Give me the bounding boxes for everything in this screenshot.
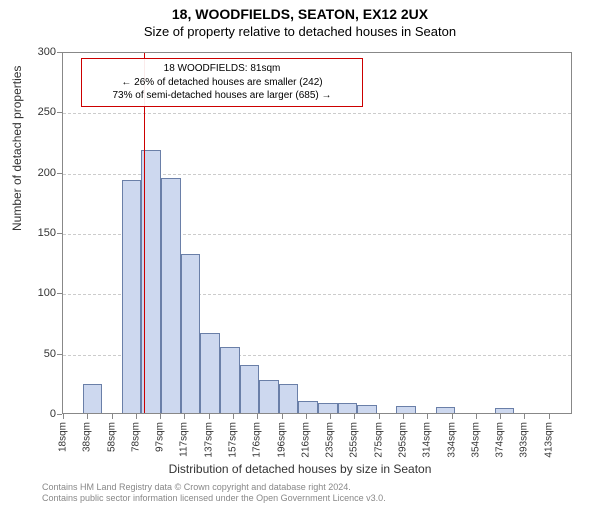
xtick-mark [257,414,258,419]
ytick-label: 300 [16,46,56,58]
ytick-label: 200 [16,167,56,179]
page-subtitle: Size of property relative to detached ho… [0,24,600,39]
ytick-label: 50 [16,348,56,360]
xtick-mark [524,414,525,419]
xtick-label: 196sqm [276,422,287,458]
y-axis-label: Number of detached properties [10,66,24,231]
histogram-bar [122,180,142,413]
bars-container [63,53,571,413]
ytick-label: 250 [16,106,56,118]
xtick-mark [136,414,137,419]
xtick-mark [233,414,234,419]
xtick-label: 117sqm [179,422,190,457]
xtick-label: 374sqm [495,422,506,458]
histogram-bar [396,406,416,413]
x-axis-label: Distribution of detached houses by size … [0,462,600,476]
xtick-label: 295sqm [398,422,409,458]
annotation-line2: ← 26% of detached houses are smaller (24… [88,76,356,90]
xtick-mark [427,414,428,419]
xtick-mark [87,414,88,419]
xtick-mark [476,414,477,419]
ytick-label: 0 [16,408,56,420]
page-title: 18, WOODFIELDS, SEATON, EX12 2UX [0,6,600,22]
ytick-mark [57,52,62,53]
chart-area: 18 WOODFIELDS: 81sqm ← 26% of detached h… [62,52,572,414]
histogram-bar [259,380,279,413]
xtick-label: 78sqm [130,422,141,452]
histogram-bar [279,384,299,413]
ytick-mark [57,173,62,174]
xtick-label: 38sqm [82,422,93,452]
plot-area: 18 WOODFIELDS: 81sqm ← 26% of detached h… [62,52,572,414]
xtick-mark [549,414,550,419]
histogram-bar [181,254,201,413]
xtick-label: 334sqm [446,422,457,458]
ytick-mark [57,293,62,294]
histogram-bar [298,401,318,413]
xtick-mark [379,414,380,419]
xtick-label: 216sqm [300,422,311,458]
xtick-mark [184,414,185,419]
xtick-label: 255sqm [349,422,360,458]
xtick-label: 58sqm [106,422,117,452]
xtick-mark [403,414,404,419]
annotation-line3: 73% of semi-detached houses are larger (… [88,89,356,103]
xtick-label: 176sqm [252,422,263,458]
xtick-label: 393sqm [519,422,530,458]
xtick-label: 97sqm [155,422,166,452]
histogram-bar [240,365,260,413]
xtick-label: 314sqm [422,422,433,458]
ytick-mark [57,414,62,415]
ytick-label: 100 [16,287,56,299]
attribution-line2: Contains public sector information licen… [42,493,386,504]
ytick-mark [57,112,62,113]
histogram-bar [200,333,220,413]
histogram-bar [338,403,358,413]
ytick-label: 150 [16,227,56,239]
xtick-mark [330,414,331,419]
xtick-mark [500,414,501,419]
annotation-box: 18 WOODFIELDS: 81sqm ← 26% of detached h… [81,58,363,107]
histogram-bar [318,403,338,413]
xtick-mark [452,414,453,419]
ytick-mark [57,354,62,355]
annotation-line1: 18 WOODFIELDS: 81sqm [88,62,356,76]
ytick-mark [57,233,62,234]
attribution-text: Contains HM Land Registry data © Crown c… [42,482,386,504]
histogram-bar [83,384,103,413]
xtick-label: 157sqm [228,422,239,458]
xtick-label: 18sqm [58,422,69,452]
xtick-mark [112,414,113,419]
xtick-mark [354,414,355,419]
histogram-bar [495,408,515,413]
histogram-bar [436,407,456,413]
xtick-mark [306,414,307,419]
xtick-label: 137sqm [203,422,214,458]
attribution-line1: Contains HM Land Registry data © Crown c… [42,482,386,493]
xtick-label: 413sqm [543,422,554,458]
xtick-mark [282,414,283,419]
xtick-label: 354sqm [470,422,481,458]
xtick-mark [63,414,64,419]
xtick-mark [209,414,210,419]
xtick-label: 275sqm [373,422,384,458]
xtick-mark [160,414,161,419]
xtick-label: 235sqm [325,422,336,458]
reference-line [144,53,145,413]
histogram-bar [161,178,181,413]
histogram-bar [357,405,377,413]
histogram-bar [220,347,240,413]
